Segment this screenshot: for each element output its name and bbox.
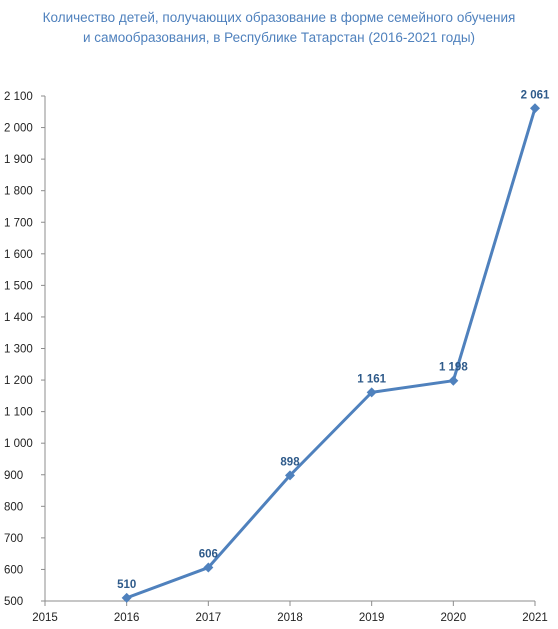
data-label: 898 bbox=[280, 456, 300, 468]
x-tick-label: 2018 bbox=[277, 612, 303, 624]
x-tick-label: 2021 bbox=[522, 612, 548, 624]
chart-title: Количество детей, получающих образование… bbox=[0, 8, 558, 48]
chart-title-line-1: Количество детей, получающих образование… bbox=[42, 10, 516, 25]
x-tick-label: 2019 bbox=[359, 612, 385, 624]
y-tick-label: 2 100 bbox=[4, 91, 33, 103]
series-line bbox=[126, 107, 537, 600]
x-tick-label: 2016 bbox=[114, 612, 140, 624]
data-label: 1 198 bbox=[439, 362, 468, 374]
data-point-marker bbox=[530, 103, 540, 114]
y-tick-label: 1 200 bbox=[4, 375, 33, 387]
data-label: 510 bbox=[117, 579, 136, 591]
y-tick-label: 500 bbox=[4, 596, 23, 608]
y-tick-label: 700 bbox=[4, 533, 23, 545]
y-tick-label: 1 500 bbox=[4, 280, 33, 292]
data-label: 606 bbox=[199, 549, 218, 561]
data-point-marker bbox=[285, 470, 295, 481]
x-tick-label: 2020 bbox=[441, 612, 467, 624]
y-tick-label: 2 000 bbox=[4, 123, 33, 135]
y-tick-label: 1 400 bbox=[4, 312, 33, 324]
x-tick-label: 2017 bbox=[196, 612, 222, 624]
data-point-marker bbox=[121, 592, 132, 603]
data-point-marker bbox=[448, 375, 459, 386]
y-tick-label: 1 600 bbox=[4, 249, 33, 261]
y-tick-label: 900 bbox=[4, 470, 23, 482]
y-tick-label: 1 700 bbox=[4, 217, 33, 229]
y-tick-label: 1 300 bbox=[4, 344, 33, 356]
y-tick-label: 600 bbox=[4, 564, 23, 576]
data-point-marker bbox=[203, 562, 214, 573]
x-tick-label: 2015 bbox=[32, 612, 58, 624]
data-point-marker bbox=[366, 387, 377, 398]
y-tick-label: 1 800 bbox=[4, 186, 33, 198]
data-label: 2 061 bbox=[521, 89, 550, 101]
y-tick-label: 800 bbox=[4, 501, 23, 513]
y-tick-label: 1 900 bbox=[4, 154, 33, 166]
chart-title-line-2: и самообразования, в Республике Татарста… bbox=[82, 30, 476, 45]
y-tick-label: 1 100 bbox=[4, 407, 33, 419]
data-label: 1 161 bbox=[357, 373, 386, 385]
y-tick-label: 1 000 bbox=[4, 438, 33, 450]
